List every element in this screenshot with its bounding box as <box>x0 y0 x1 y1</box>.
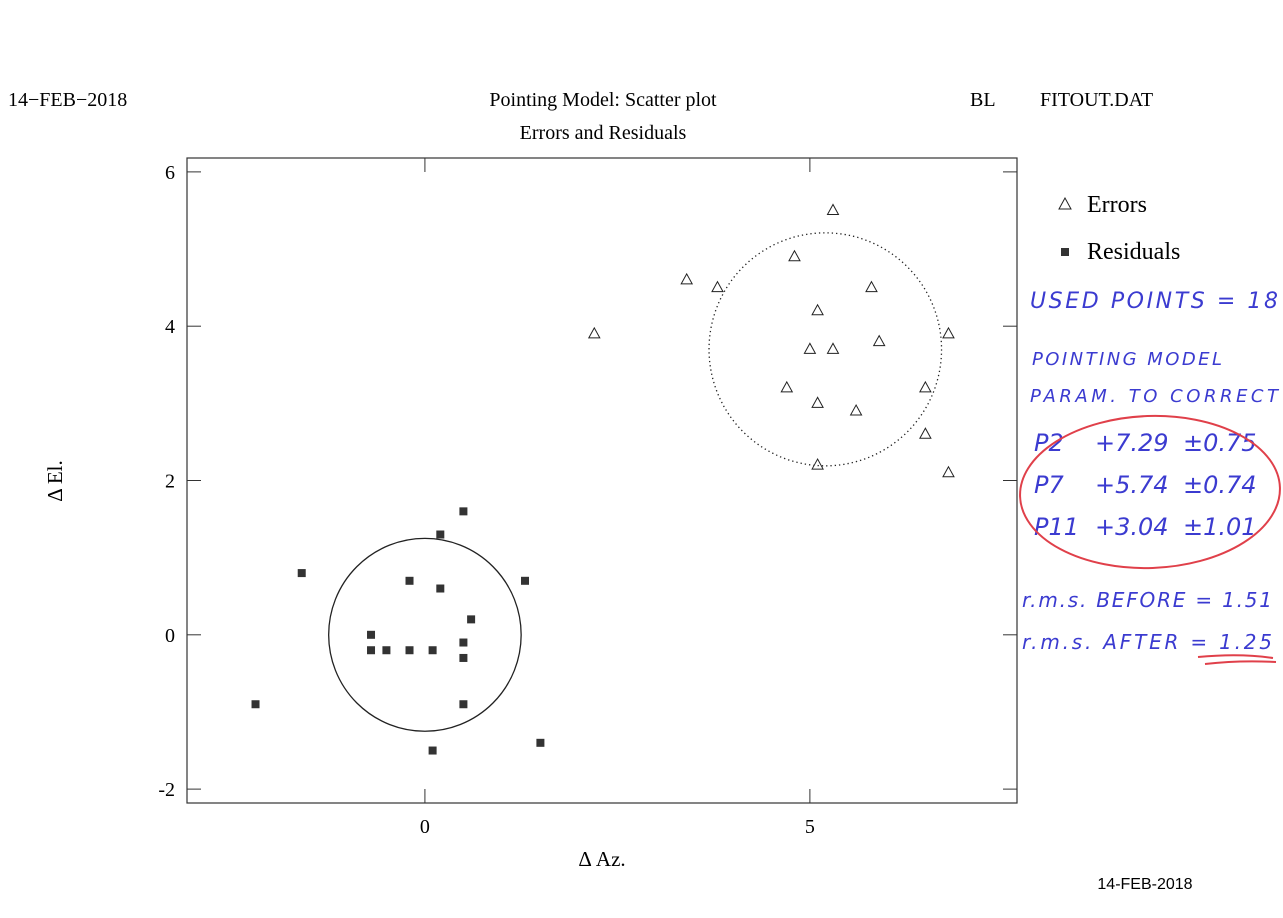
residual-point <box>251 700 260 709</box>
y-tick-label: 6 <box>165 162 175 184</box>
residual-point <box>428 646 437 655</box>
error-point <box>680 272 694 285</box>
residual-point <box>428 746 437 755</box>
note-heading: PARAM. TO CORRECT <box>1030 386 1280 407</box>
note-param: ±1.01 <box>1183 513 1257 541</box>
error-point <box>919 380 932 393</box>
error-point <box>780 380 794 393</box>
error-point <box>811 303 824 316</box>
error-point <box>942 465 955 478</box>
rms-circle <box>328 537 522 732</box>
y-tick-label: -2 <box>158 779 175 801</box>
residual-point <box>405 576 414 585</box>
residual-point <box>382 646 391 655</box>
residual-point <box>459 700 468 709</box>
legend-symbol <box>1058 196 1072 210</box>
error-point <box>711 280 724 293</box>
error-point <box>865 280 878 293</box>
error-point <box>811 458 824 470</box>
chart-title: Pointing Model: Scatter plot <box>489 89 717 111</box>
residual-point <box>459 653 468 662</box>
error-point <box>803 342 817 354</box>
legend-label: Errors <box>1087 192 1147 218</box>
y-tick-label: 4 <box>165 316 175 338</box>
x-tick-label: 5 <box>805 816 815 838</box>
note-param: ±0.75 <box>1183 429 1257 457</box>
footer-date: 14-FEB-2018 <box>1097 876 1192 893</box>
note-param: +7.29 <box>1095 429 1169 457</box>
y-axis-label: Δ El. <box>43 460 67 502</box>
error-point <box>587 326 601 339</box>
note-param: P2 <box>1034 429 1064 457</box>
note-rms-before: r.m.s. BEFORE = 1.51 <box>1022 588 1272 612</box>
note-param: P7 <box>1034 471 1064 499</box>
residual-point <box>536 738 545 747</box>
error-point <box>849 404 863 416</box>
highlight-ellipse <box>1019 414 1281 570</box>
note-rms-after: r.m.s. AFTER = 1.25 <box>1022 630 1272 654</box>
residual-point <box>459 638 468 647</box>
rms-circle <box>708 232 943 467</box>
residual-point <box>405 646 414 655</box>
chart-subtitle: Errors and Residuals <box>520 122 687 144</box>
x-tick-label: 0 <box>420 816 430 838</box>
error-point <box>826 203 840 215</box>
error-point <box>788 249 801 262</box>
date: 14−FEB−2018 <box>8 89 127 111</box>
note-param: +5.74 <box>1095 471 1169 499</box>
note-used-points: USED POINTS = 18 <box>1030 289 1278 314</box>
residual-point <box>297 569 306 578</box>
y-tick-label: 2 <box>165 471 175 493</box>
error-point <box>919 427 932 439</box>
x-axis-label: Δ Az. <box>578 847 625 871</box>
note-param: +3.04 <box>1095 513 1169 541</box>
residual-point <box>367 630 376 639</box>
observer: BL <box>970 89 996 111</box>
residual-point <box>521 576 530 585</box>
residual-point <box>467 615 476 624</box>
note-param: ±0.74 <box>1183 471 1257 499</box>
legend-label: Residuals <box>1087 239 1180 265</box>
residual-point <box>436 530 445 539</box>
residual-point <box>459 507 468 516</box>
error-point <box>942 326 955 339</box>
note-heading: POINTING MODEL <box>1032 349 1222 370</box>
residual-point <box>436 584 445 593</box>
underline <box>1197 654 1277 665</box>
legend-symbol <box>1061 248 1069 256</box>
residual-point <box>367 646 376 655</box>
error-point <box>826 342 840 354</box>
error-point <box>872 334 886 347</box>
file-name: FITOUT.DAT <box>1040 89 1153 111</box>
error-point <box>811 396 824 408</box>
y-tick-label: 0 <box>165 625 175 647</box>
